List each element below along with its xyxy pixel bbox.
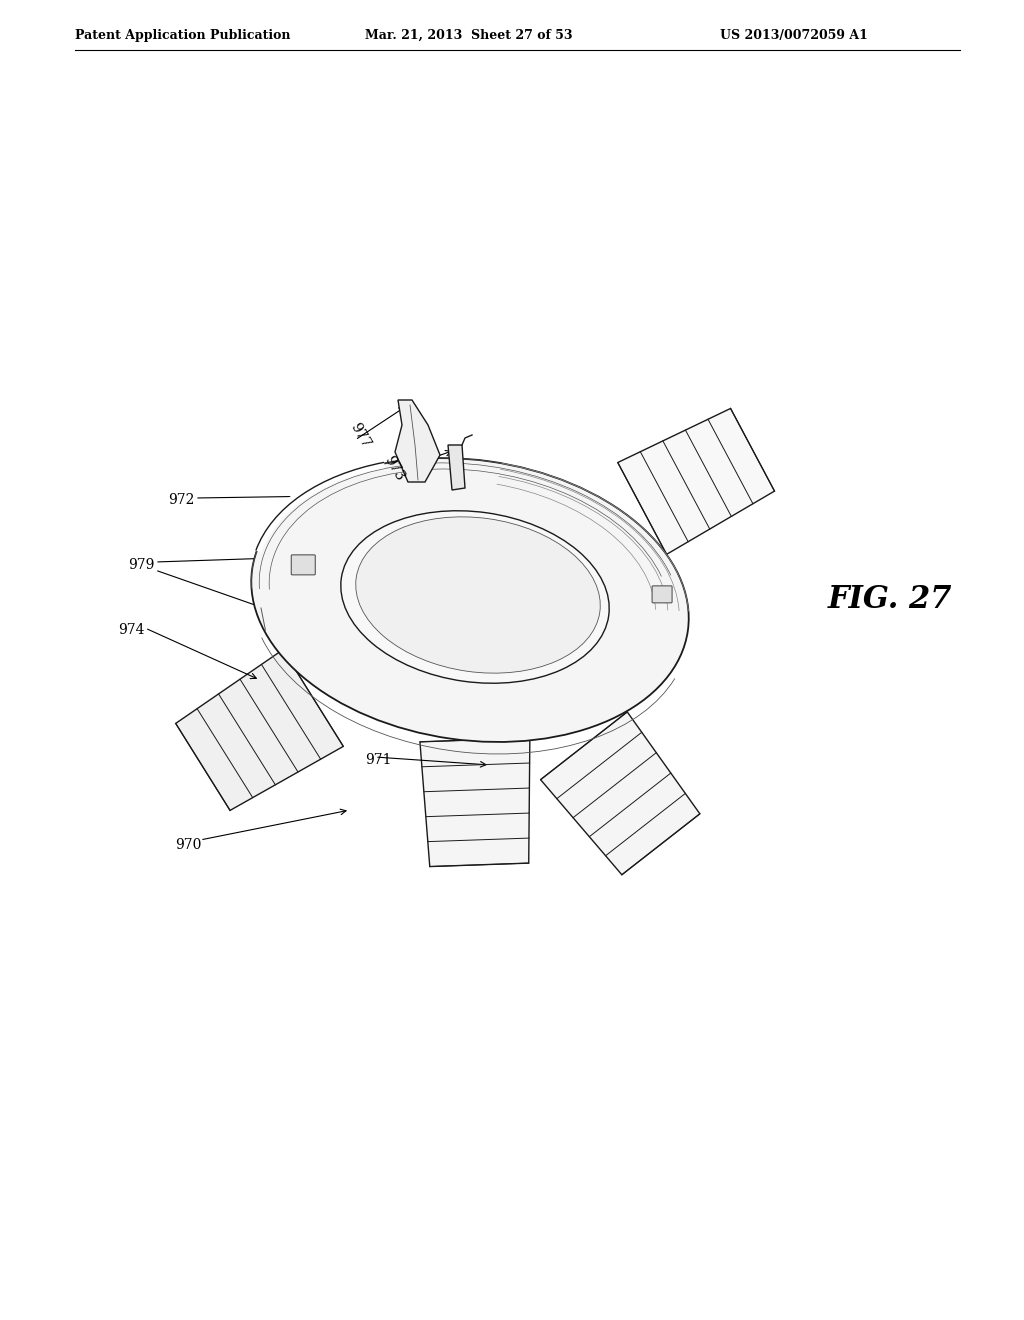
Polygon shape xyxy=(420,738,529,866)
Ellipse shape xyxy=(355,517,600,673)
FancyBboxPatch shape xyxy=(291,554,315,574)
Text: 972: 972 xyxy=(168,492,195,507)
Ellipse shape xyxy=(251,458,689,742)
Text: Patent Application Publication: Patent Application Publication xyxy=(75,29,291,41)
Text: 974: 974 xyxy=(118,623,144,638)
Ellipse shape xyxy=(341,511,609,684)
Text: 977: 977 xyxy=(348,420,374,450)
FancyBboxPatch shape xyxy=(652,586,672,603)
Text: 970: 970 xyxy=(175,838,202,851)
Text: US 2013/0072059 A1: US 2013/0072059 A1 xyxy=(720,29,868,41)
Polygon shape xyxy=(449,445,465,490)
Text: 973: 973 xyxy=(382,453,408,483)
Text: FIG. 27: FIG. 27 xyxy=(827,585,952,615)
Polygon shape xyxy=(395,400,440,482)
Text: Mar. 21, 2013  Sheet 27 of 53: Mar. 21, 2013 Sheet 27 of 53 xyxy=(365,29,572,41)
Polygon shape xyxy=(617,408,774,554)
Text: 979: 979 xyxy=(128,558,155,572)
Text: 971: 971 xyxy=(365,752,391,767)
Polygon shape xyxy=(176,649,343,810)
Polygon shape xyxy=(541,711,699,875)
